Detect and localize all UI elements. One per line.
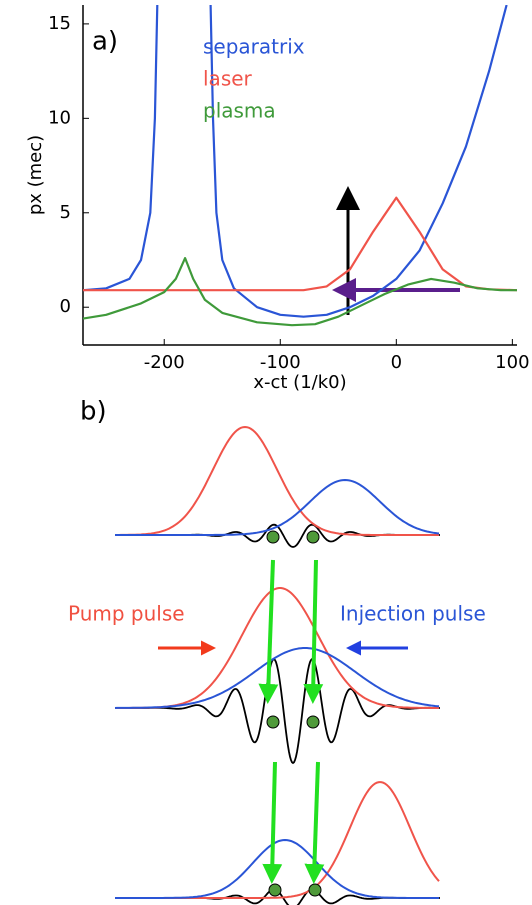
electron: [268, 883, 282, 897]
y-tick-label: 0: [60, 296, 71, 317]
pump-label: Pump pulse: [68, 602, 185, 626]
electron: [308, 883, 322, 897]
x-tick-label: 100: [495, 352, 529, 373]
arrow: [303, 559, 324, 704]
legend-entry: laser: [203, 67, 253, 91]
injection-pulse: [115, 478, 440, 536]
y-tick-label: 5: [60, 202, 71, 223]
panel-a: a) x-ct (1/k0) px (mec) -200 -100 0 100 0 5 10…: [25, 5, 530, 393]
injection-pulse: [114, 647, 440, 709]
pump-pulse: [115, 425, 439, 536]
plot-area: [83, 5, 517, 327]
y-tick-label: 15: [48, 13, 71, 34]
arrow: [258, 559, 279, 704]
x-tick-label: -100: [260, 352, 301, 373]
legend-entry: plasma: [203, 99, 276, 123]
x-axis-label: x-ct (1/k0): [253, 372, 346, 393]
y-axis-label: px (mec): [25, 135, 46, 215]
pump-pulse: [115, 781, 440, 899]
electron: [306, 715, 320, 729]
panel-label: a): [92, 27, 118, 57]
electron: [266, 715, 280, 729]
y-tick-label: 10: [48, 107, 71, 128]
injection-pulse: [115, 838, 439, 899]
x-tick-label: 0: [391, 352, 402, 373]
x-tick-label: -200: [144, 352, 185, 373]
electron: [306, 530, 320, 544]
wake-wave: [115, 658, 440, 765]
panel-b: b) Pump pulse Injection pulse: [68, 397, 486, 905]
series-line: [83, 196, 517, 292]
arrow: [262, 761, 283, 884]
electron: [266, 530, 280, 544]
legend-entry: separatrix: [203, 35, 305, 59]
series-line: [83, 5, 508, 318]
panel-label: b): [80, 397, 107, 427]
arrow: [304, 761, 325, 884]
series-line: [83, 257, 517, 327]
injection-label: Injection pulse: [340, 602, 486, 626]
